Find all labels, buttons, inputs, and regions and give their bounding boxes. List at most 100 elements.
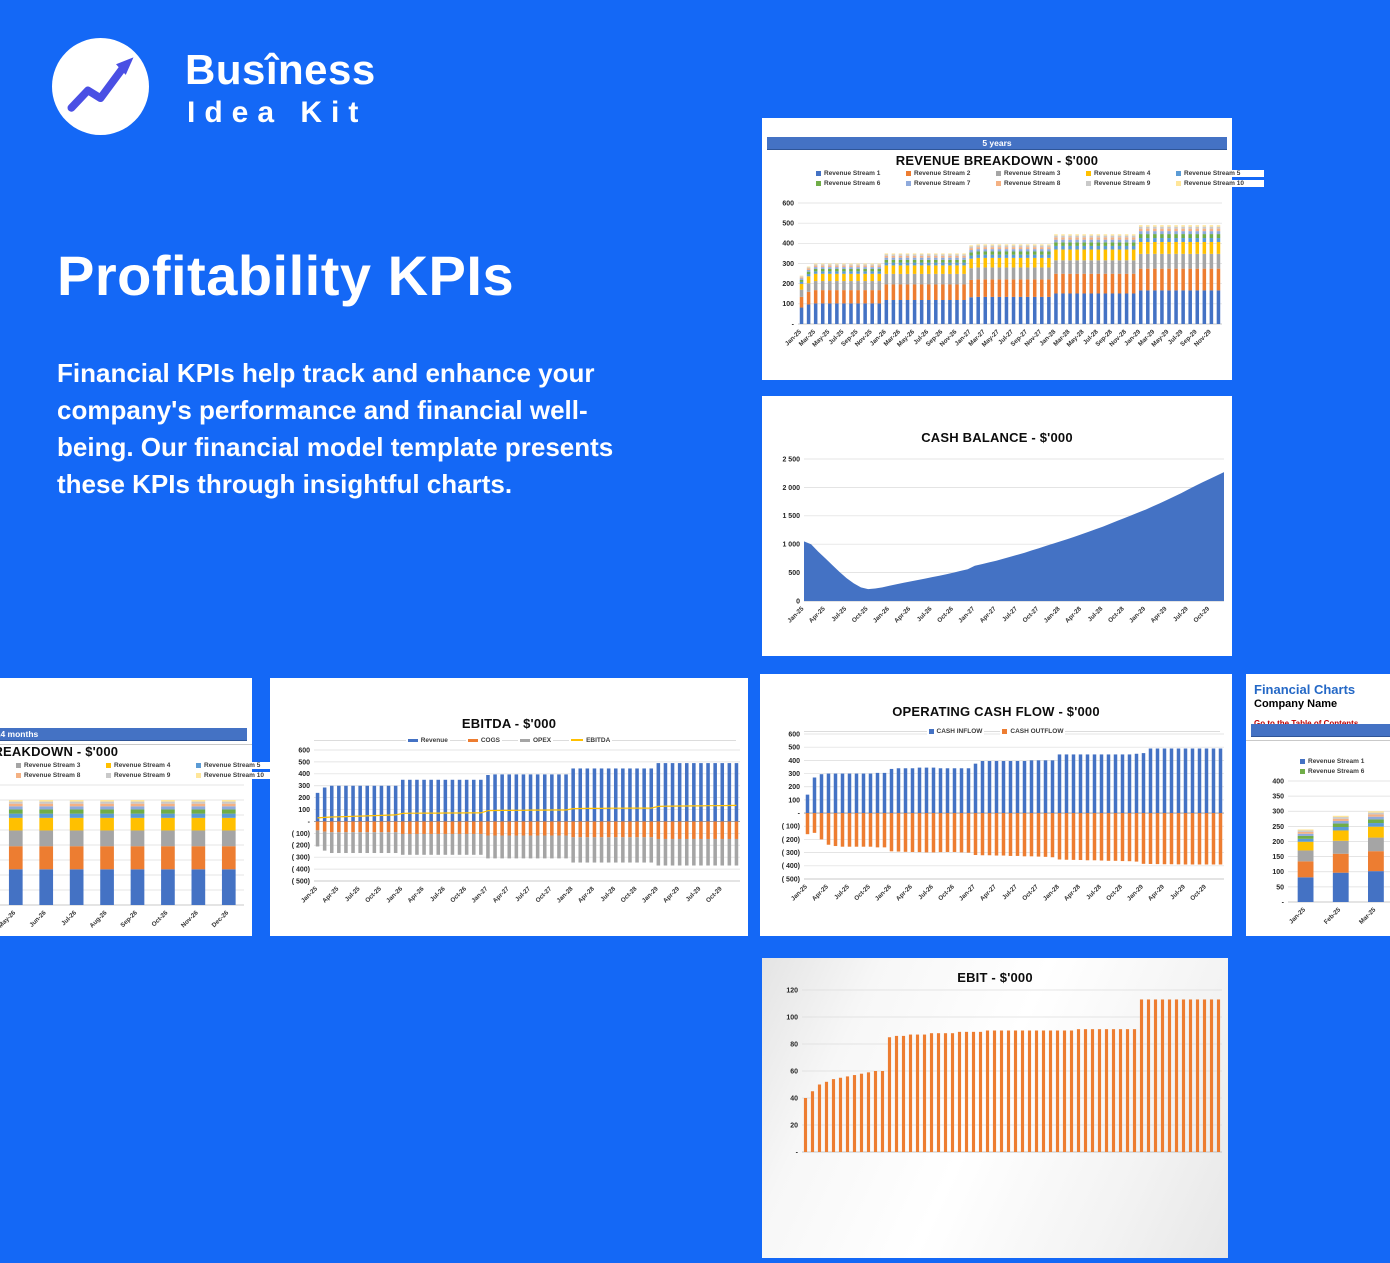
svg-text:Jul-27: Jul-27 bbox=[514, 885, 532, 903]
legend-label: Revenue Stream 8 bbox=[1004, 180, 1061, 187]
svg-text:Apr-27: Apr-27 bbox=[979, 605, 998, 624]
svg-text:Jul-25: Jul-25 bbox=[344, 885, 362, 903]
legend-marker bbox=[906, 171, 911, 176]
svg-text:Oct-29: Oct-29 bbox=[705, 885, 724, 904]
svg-text:500: 500 bbox=[788, 745, 800, 752]
legend-marker bbox=[996, 181, 1001, 186]
svg-text:Jan-29: Jan-29 bbox=[641, 885, 660, 904]
sheet-header: Financial Charts Company Name Go to the … bbox=[1254, 682, 1358, 732]
chart-title: EBITDA - $'000 bbox=[461, 716, 557, 731]
chart-legend: Revenue Stream 1 Revenue Stream 2 Revenue … bbox=[814, 170, 1264, 187]
svg-text:( 300): ( 300) bbox=[782, 850, 800, 857]
svg-text:300: 300 bbox=[298, 783, 310, 790]
svg-text:40: 40 bbox=[790, 1095, 798, 1102]
legend-marker bbox=[196, 763, 201, 768]
svg-text:Jul-28: Jul-28 bbox=[1085, 883, 1103, 901]
chart-title: REVENUE BREAKDOWN - $'000 bbox=[0, 744, 119, 759]
legend-label: CASH OUTFLOW bbox=[1010, 727, 1064, 735]
legend-label: EBITDA bbox=[586, 736, 611, 744]
brand-name-top: Busîness bbox=[185, 46, 376, 93]
cash-balance-card: CASH BALANCE - $'000 2 500 2 000 1 500 1 00… bbox=[762, 396, 1232, 656]
svg-text:500: 500 bbox=[788, 570, 800, 577]
legend-marker bbox=[1176, 181, 1181, 186]
legend-item: Revenue Stream 8 bbox=[14, 772, 104, 779]
legend-label: Revenue Stream 9 bbox=[1094, 180, 1151, 187]
svg-text:Apr-26: Apr-26 bbox=[406, 885, 425, 904]
svg-text:( 500): ( 500) bbox=[782, 876, 800, 883]
svg-text:( 400): ( 400) bbox=[292, 866, 310, 873]
svg-text:600: 600 bbox=[298, 747, 310, 754]
legend-label: CASH INFLOW bbox=[936, 727, 983, 735]
legend-marker bbox=[571, 739, 584, 741]
legend-item: Revenue Stream 9 bbox=[104, 772, 194, 779]
bar-line-plot: 600 500 400 300 200 100 - ( 100) ( 200) ( 300) ( 4… bbox=[270, 678, 748, 936]
legend-item: CASH INFLOW bbox=[926, 727, 985, 735]
svg-text:Apr-25: Apr-25 bbox=[811, 883, 830, 902]
svg-text:( 200): ( 200) bbox=[292, 843, 310, 850]
svg-text:80: 80 bbox=[790, 1041, 798, 1048]
svg-text:100: 100 bbox=[782, 301, 794, 308]
page-description: Financial KPIs help track and enhance yo… bbox=[57, 358, 614, 499]
svg-text:Jan-29: Jan-29 bbox=[1128, 605, 1147, 624]
legend-item: Revenue Stream 4 bbox=[1084, 170, 1174, 177]
svg-text:350: 350 bbox=[1272, 794, 1284, 801]
table-of-contents-link[interactable]: Go to the Table of Contents bbox=[1254, 719, 1358, 729]
legend-marker bbox=[928, 728, 934, 734]
legend-item: Revenue bbox=[405, 736, 450, 744]
svg-text:Oct-28: Oct-28 bbox=[620, 885, 639, 904]
svg-text:Oct-26: Oct-26 bbox=[449, 885, 468, 904]
page-title: Profitability KPIs bbox=[57, 244, 515, 307]
svg-text:Oct-25: Oct-25 bbox=[853, 883, 872, 902]
legend-label: Revenue Stream 3 bbox=[24, 762, 81, 769]
legend-item: Revenue Stream 2 bbox=[0, 762, 14, 769]
legend-label: COGS bbox=[480, 736, 500, 744]
svg-text:Apr-25: Apr-25 bbox=[808, 605, 827, 624]
page-background: Busîness Idea Kit Profitability KPIs Fin… bbox=[0, 38, 1390, 1258]
svg-text:( 100): ( 100) bbox=[292, 831, 310, 838]
period-header bbox=[1251, 724, 1390, 737]
svg-text:Oct-28: Oct-28 bbox=[1105, 883, 1124, 902]
svg-text:Apr-28: Apr-28 bbox=[577, 885, 596, 904]
stacked-bar-plot: 600 500 400 300 200 100- Jan-25 Mar-25 May-25 Jul… bbox=[762, 118, 1232, 380]
svg-text:Jul-25: Jul-25 bbox=[833, 883, 851, 901]
chart-legend: CASH INFLOW CASH OUTFLOW bbox=[760, 726, 1232, 736]
legend-item: CASH OUTFLOW bbox=[1000, 727, 1066, 735]
svg-text:Jul-25: Jul-25 bbox=[830, 605, 848, 623]
svg-text:Jan-27: Jan-27 bbox=[958, 883, 977, 902]
legend-label: Revenue Stream 1 bbox=[824, 170, 881, 177]
svg-text:Oct-27: Oct-27 bbox=[1022, 605, 1041, 624]
legend-item: Revenue Stream 2 bbox=[904, 170, 994, 177]
svg-text:0: 0 bbox=[796, 598, 800, 605]
legend-item: OPEX bbox=[518, 736, 554, 744]
svg-text:Oct-26: Oct-26 bbox=[936, 605, 955, 624]
svg-text:( 500): ( 500) bbox=[292, 878, 310, 885]
revenue-breakdown-5y-card: 5 years REVENUE BREAKDOWN - $'000 Revenu… bbox=[762, 118, 1264, 380]
svg-text:Jan-26: Jan-26 bbox=[874, 883, 893, 902]
svg-text:Jan-28: Jan-28 bbox=[1043, 605, 1062, 624]
legend-label: Revenue Stream 10 bbox=[1184, 180, 1244, 187]
svg-text:Jul-26: Jul-26 bbox=[917, 883, 935, 901]
legend-marker bbox=[16, 763, 21, 768]
legend-item: Revenue Stream 6 bbox=[1298, 768, 1388, 775]
svg-text:300: 300 bbox=[782, 261, 794, 268]
legend-label: Revenue Stream 9 bbox=[114, 772, 171, 779]
svg-text:-: - bbox=[798, 810, 801, 817]
stacked-bar-plot: Nov-25Dec-25Jan-26Feb-26Mar-26Apr-26May-… bbox=[0, 678, 252, 936]
legend-label: Revenue bbox=[420, 736, 448, 744]
svg-text:Apr-27: Apr-27 bbox=[492, 885, 511, 904]
svg-text:Jan-29: Jan-29 bbox=[1126, 883, 1145, 902]
legend-marker bbox=[816, 171, 821, 176]
svg-text:400: 400 bbox=[298, 771, 310, 778]
svg-text:( 300): ( 300) bbox=[292, 855, 310, 862]
legend-item: Revenue Stream 1 bbox=[1298, 758, 1388, 765]
period-header: 24 months bbox=[0, 728, 247, 741]
bar-plot: 120 100 80 60 40 20 - bbox=[762, 958, 1228, 1258]
period-header: 5 years bbox=[767, 137, 1227, 150]
brand-name-bottom: Idea Kit bbox=[187, 96, 368, 129]
legend-item: Revenue Stream 2 bbox=[1388, 758, 1390, 765]
svg-text:Jul-28: Jul-28 bbox=[599, 885, 617, 903]
svg-text:Jan-27: Jan-27 bbox=[470, 885, 489, 904]
svg-text:500: 500 bbox=[782, 221, 794, 228]
logo-circle bbox=[52, 38, 149, 135]
svg-text:Dec-26: Dec-26 bbox=[211, 909, 231, 929]
